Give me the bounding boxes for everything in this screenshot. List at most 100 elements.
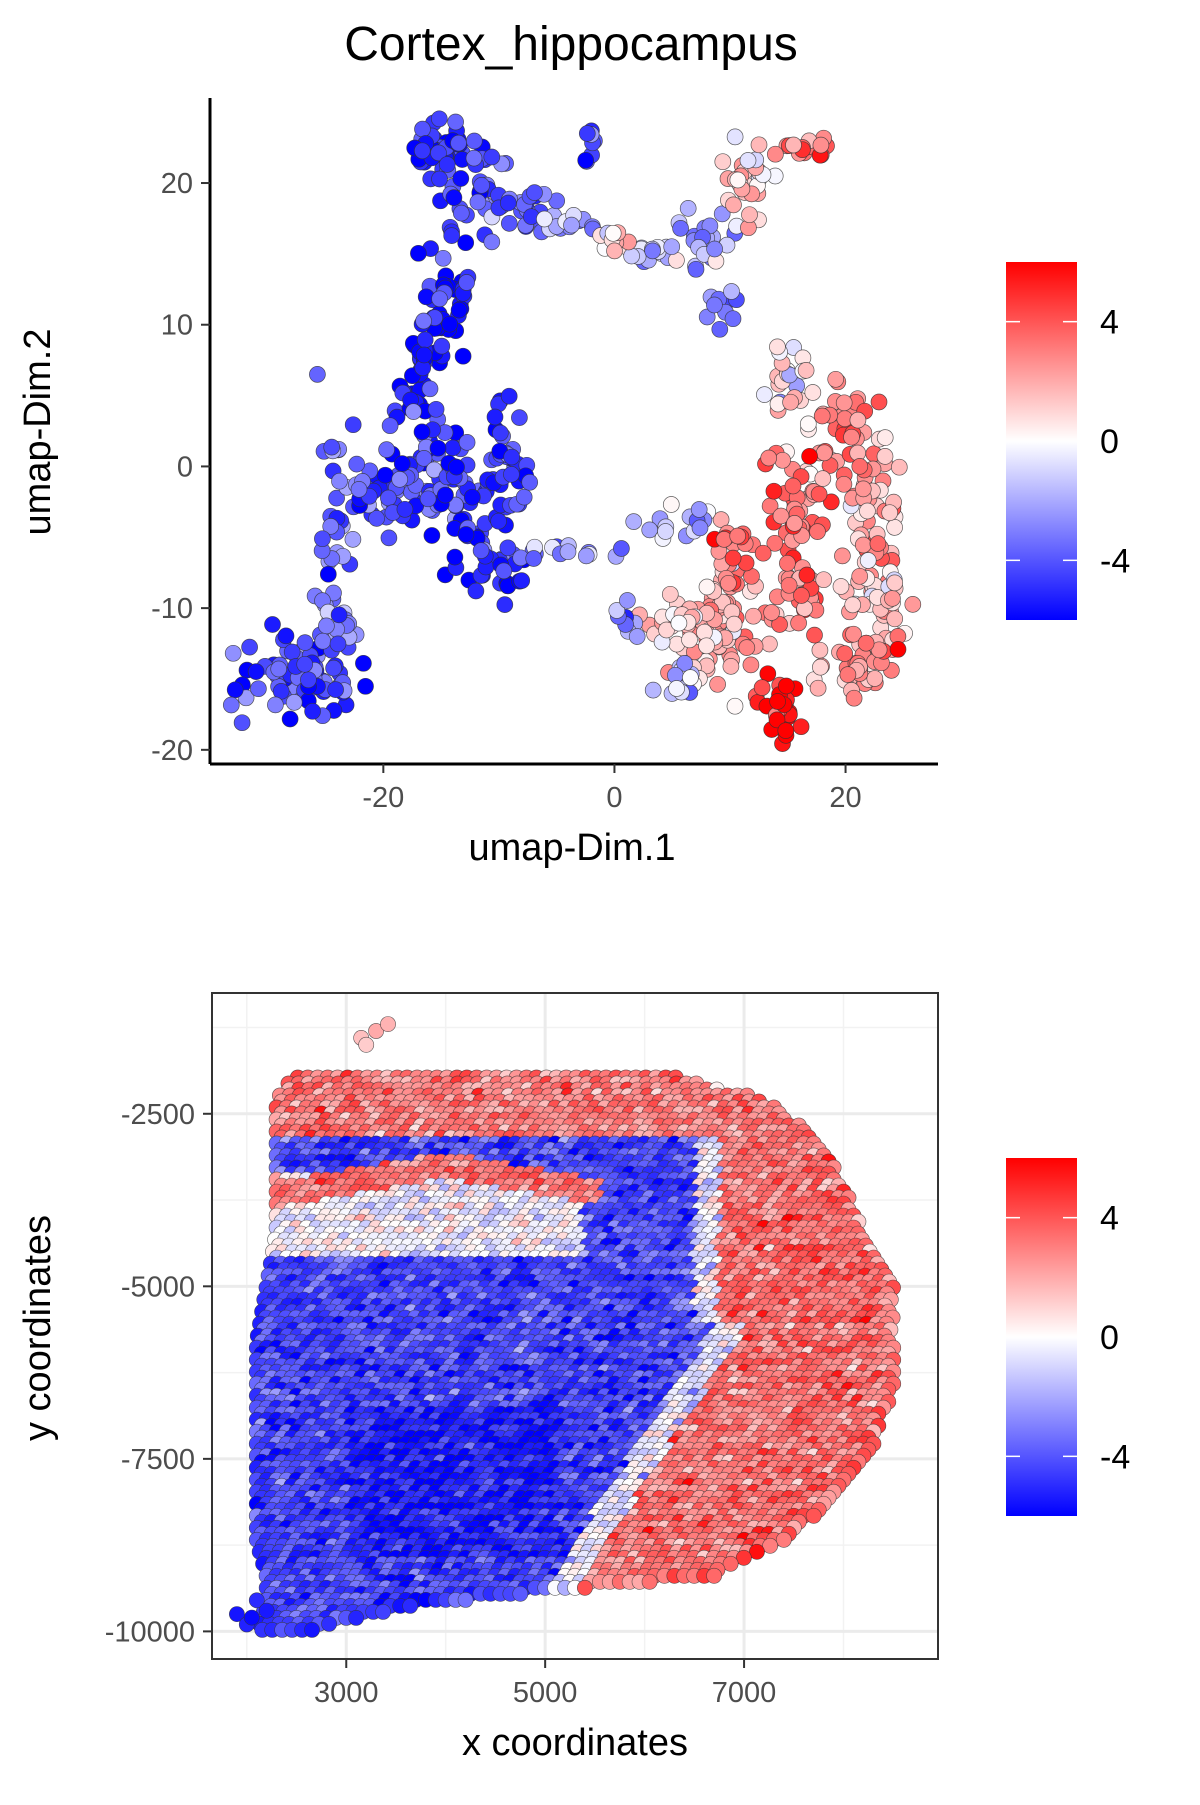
umap-point — [453, 171, 469, 187]
umap-point — [410, 245, 426, 261]
umap-point — [671, 615, 687, 631]
umap-point — [491, 513, 507, 529]
umap-point — [496, 563, 512, 579]
umap-point — [234, 715, 250, 731]
umap-point — [778, 678, 794, 694]
umap-point — [455, 348, 471, 364]
umap-point — [891, 459, 907, 475]
umap-point — [416, 313, 432, 329]
umap-point — [271, 661, 287, 677]
umap-point — [867, 671, 883, 687]
umap-point — [779, 555, 795, 571]
umap-point — [497, 597, 513, 613]
umap-point — [526, 551, 542, 567]
umap-point — [248, 664, 264, 680]
umap-point — [871, 394, 887, 410]
umap-point — [706, 297, 722, 313]
umap-point — [810, 680, 826, 696]
umap-point — [487, 409, 503, 425]
umap-y-axis-label: umap-Dim.2 — [17, 329, 59, 536]
umap-point — [345, 531, 361, 547]
umap-point — [434, 338, 450, 354]
umap-point — [720, 575, 736, 591]
umap-point — [807, 627, 823, 643]
umap-point — [743, 657, 759, 673]
umap-point — [739, 640, 755, 656]
umap-point — [358, 678, 374, 694]
umap-x-tick-label: 0 — [606, 782, 622, 814]
umap-point — [439, 157, 455, 173]
umap-point — [445, 440, 461, 456]
umap-point — [522, 474, 538, 490]
umap-point — [392, 471, 408, 487]
umap-point — [305, 703, 321, 719]
umap-point — [712, 321, 728, 337]
umap-point — [828, 371, 844, 387]
umap-point — [503, 466, 519, 482]
umap-point — [783, 394, 799, 410]
umap-point — [381, 530, 397, 546]
umap-point — [484, 149, 500, 165]
umap-point — [726, 197, 742, 213]
umap-point — [422, 381, 438, 397]
umap-point — [626, 514, 642, 530]
umap-point — [730, 172, 746, 188]
umap-point — [624, 248, 640, 264]
umap-point — [464, 489, 480, 505]
umap-point — [282, 711, 298, 727]
umap-point — [727, 698, 743, 714]
umap-point — [448, 114, 464, 130]
umap-point — [501, 388, 517, 404]
umap-y-tick-label: 20 — [161, 168, 193, 200]
umap-point — [725, 311, 741, 327]
umap-point — [449, 459, 465, 475]
umap-point — [415, 121, 431, 137]
umap-point — [769, 339, 785, 355]
umap-color-legend: 40-4 — [1006, 262, 1130, 620]
umap-point — [688, 261, 704, 277]
umap-point — [798, 362, 814, 378]
umap-point — [514, 573, 530, 589]
umap-point — [328, 682, 344, 698]
umap-point — [326, 660, 342, 676]
umap-point — [662, 586, 678, 602]
umap-point — [349, 456, 365, 472]
umap-y-tick-label: -20 — [151, 735, 193, 767]
umap-point — [331, 607, 347, 623]
umap-point — [836, 395, 852, 411]
umap-point — [417, 332, 433, 348]
umap-point — [740, 153, 756, 169]
umap-point — [437, 487, 453, 503]
umap-point — [492, 425, 508, 441]
umap-point — [560, 544, 576, 560]
umap-point — [474, 177, 490, 193]
umap-point — [745, 608, 761, 624]
umap-point — [870, 536, 886, 552]
umap-point — [516, 489, 532, 505]
umap-point — [793, 588, 809, 604]
umap-point — [380, 490, 396, 506]
umap-point — [785, 478, 801, 494]
umap-point — [834, 548, 850, 564]
umap-point — [778, 723, 794, 739]
umap-point — [468, 583, 484, 599]
umap-point — [858, 635, 874, 651]
umap-point — [890, 641, 906, 657]
umap-point — [345, 417, 361, 433]
umap-x-tick-label: 20 — [829, 782, 861, 814]
umap-y-tick-label: 10 — [161, 310, 193, 342]
umap-point — [355, 655, 371, 671]
umap-y-tick-label: 0 — [177, 451, 193, 483]
umap-point — [882, 505, 898, 521]
umap-point — [715, 154, 731, 170]
umap-point — [682, 670, 698, 686]
umap-point — [766, 483, 782, 499]
umap-point — [607, 243, 623, 259]
umap-point — [691, 502, 707, 518]
umap-point — [723, 658, 739, 674]
umap-point — [484, 234, 500, 250]
umap-point — [770, 694, 786, 710]
umap-y-tick-label: -10 — [151, 593, 193, 625]
umap-point — [658, 524, 674, 540]
umap-point — [414, 424, 430, 440]
